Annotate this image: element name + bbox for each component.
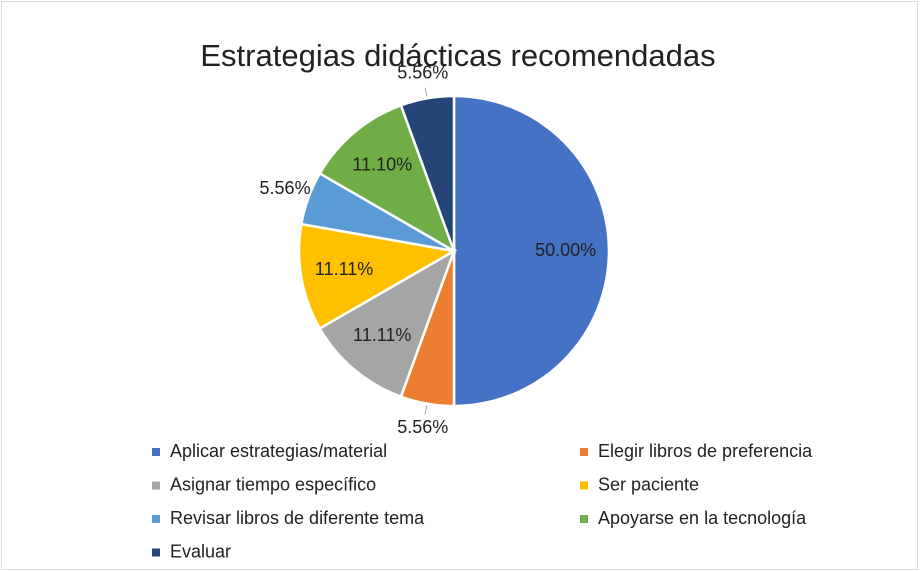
data-label: 11.11% — [315, 259, 373, 279]
chart-title: Estrategias didácticas recomendadas — [200, 38, 715, 73]
data-label: 50.00% — [535, 240, 596, 260]
legend-label: Aplicar estrategias/material — [170, 441, 387, 461]
legend-label: Evaluar — [170, 541, 231, 561]
pie-slice — [318, 103, 457, 254]
legend-marker — [152, 548, 160, 557]
legend-label: Apoyarse en la tecnología — [598, 508, 807, 528]
pie-slice — [297, 222, 458, 331]
legend-marker — [580, 481, 588, 490]
legend-marker — [580, 515, 588, 523]
legend-label: Asignar tiempo específico — [170, 474, 376, 494]
pie-slice — [318, 248, 457, 399]
data-label: 11.11% — [353, 325, 411, 345]
leader-line — [424, 87, 428, 97]
data-label: 5.56% — [397, 417, 448, 437]
legend-label: Revisar libros de diferente tema — [170, 508, 425, 528]
pie-slice — [399, 94, 456, 252]
legend-marker — [152, 481, 160, 490]
data-label: 11.10% — [352, 154, 412, 174]
data-label: 5.56% — [260, 178, 311, 198]
data-label: 5.56% — [397, 63, 448, 83]
legend-marker — [580, 448, 588, 456]
pie-slice — [452, 94, 611, 408]
legend-marker — [152, 448, 160, 456]
legend-marker — [152, 515, 160, 523]
legend-label: Ser paciente — [598, 474, 699, 494]
leader-line — [424, 405, 428, 415]
legend-label: Elegir libros de preferencia — [598, 441, 813, 461]
